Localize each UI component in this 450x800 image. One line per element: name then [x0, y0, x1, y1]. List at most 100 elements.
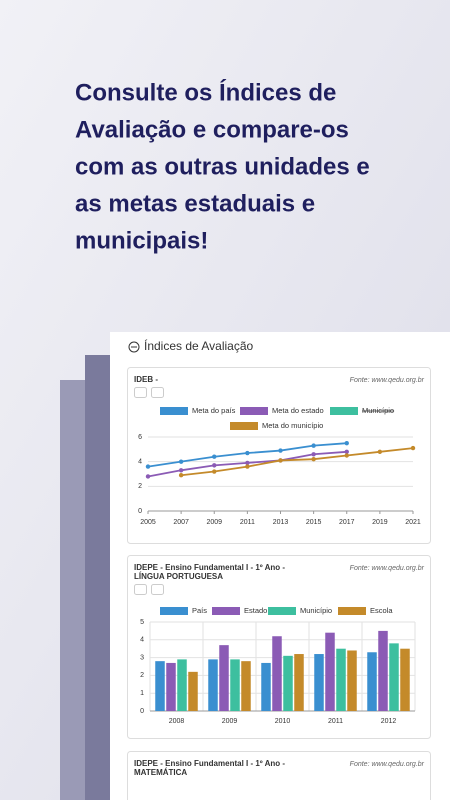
y-tick-label: 5 — [140, 619, 144, 626]
card-source: Fonte: www.qedu.org.br — [350, 377, 425, 384]
headline-line: municipais! — [75, 227, 208, 254]
legend-label[interactable]: Escola — [370, 606, 393, 615]
point — [344, 453, 349, 458]
x-tick-label: 2009 — [206, 519, 222, 526]
legend-label[interactable]: Meta do município — [262, 421, 323, 430]
headline-line: com as outras unidades e — [75, 153, 370, 180]
legend-label[interactable]: Estado — [244, 606, 267, 615]
collapse-icon[interactable] — [128, 341, 140, 353]
point — [212, 463, 217, 468]
point — [344, 449, 349, 454]
bar — [347, 650, 357, 711]
bar — [314, 654, 324, 711]
legend-swatch — [268, 607, 296, 615]
headline-line: Avaliação e compare-os — [75, 116, 349, 143]
chart-button[interactable] — [134, 387, 147, 398]
y-tick-label: 4 — [138, 459, 142, 466]
point — [245, 464, 250, 469]
chart-button[interactable] — [134, 584, 147, 595]
x-tick-label: 2011 — [240, 519, 255, 526]
y-tick-label: 6 — [138, 434, 142, 441]
bar — [230, 659, 240, 711]
bar — [378, 630, 388, 711]
x-tick-label: 2010 — [275, 718, 291, 725]
panel-title: Índices de Avaliação — [144, 338, 254, 353]
point — [212, 454, 217, 459]
point — [178, 473, 184, 478]
legend-swatch — [240, 407, 268, 415]
legend-swatch — [212, 607, 240, 615]
y-tick-label: 0 — [138, 508, 142, 515]
bar — [219, 645, 229, 711]
x-tick-label: 2005 — [140, 519, 156, 526]
point — [311, 443, 316, 448]
point — [278, 448, 283, 453]
legend-label[interactable]: País — [192, 606, 207, 615]
legend-label[interactable]: Meta do país — [192, 406, 236, 415]
point — [245, 450, 250, 456]
card-title: IDEPE - Ensino Fundamental I - 1º Ano - … — [134, 759, 287, 777]
bar — [389, 643, 399, 711]
legend-swatch — [330, 407, 358, 415]
x-tick-label: 2021 — [405, 519, 421, 526]
point — [178, 459, 184, 464]
bar — [241, 661, 251, 711]
card-title: IDEPE - Ensino Fundamental I - 1º Ano - … — [134, 563, 287, 581]
bar — [166, 662, 176, 711]
card-source: Fonte: www.qedu.org.br — [350, 761, 425, 768]
bar — [208, 659, 218, 711]
legend-label[interactable]: Meta do estado — [272, 406, 324, 415]
point — [212, 469, 217, 474]
y-tick-label: 3 — [140, 654, 144, 661]
bar — [367, 652, 377, 711]
y-tick-label: 2 — [138, 483, 142, 490]
point — [377, 449, 383, 454]
chart-button[interactable] — [151, 584, 164, 595]
bar — [294, 654, 304, 711]
point — [410, 445, 416, 451]
legend-label[interactable]: Município — [300, 606, 332, 615]
point — [311, 457, 316, 462]
line — [181, 447, 414, 477]
x-tick-label: 2011 — [328, 718, 343, 725]
headline: Consulte os Índices de Avaliação e compa… — [75, 78, 370, 254]
legend-swatch — [160, 607, 188, 615]
card-source: Fonte: www.qedu.org.br — [350, 565, 425, 572]
point — [311, 452, 316, 457]
x-tick-label: 2019 — [372, 519, 388, 526]
y-tick-label: 1 — [140, 690, 144, 697]
bar — [155, 661, 165, 711]
headline-line: Consulte os Índices de — [75, 78, 336, 106]
bar — [400, 648, 410, 711]
y-tick-label: 0 — [140, 708, 144, 715]
point — [178, 468, 184, 473]
x-tick-label: 2008 — [169, 718, 185, 725]
bar — [177, 659, 187, 711]
x-tick-label: 2012 — [381, 718, 397, 725]
bar — [261, 662, 271, 711]
x-tick-label: 2017 — [339, 519, 355, 526]
legend-swatch — [338, 607, 366, 615]
legend-label[interactable]: Município — [362, 406, 394, 415]
headline-line: as metas estaduais e — [75, 190, 315, 217]
card — [127, 751, 431, 800]
point — [145, 474, 151, 479]
bar — [325, 632, 335, 711]
bar — [283, 655, 293, 711]
x-tick-label: 2013 — [273, 519, 289, 526]
y-tick-label: 4 — [140, 637, 144, 644]
bar — [336, 648, 346, 711]
bar — [188, 671, 198, 711]
point — [145, 464, 151, 469]
x-tick-label: 2015 — [306, 519, 322, 526]
point — [278, 458, 283, 463]
point — [245, 460, 250, 466]
bar — [272, 636, 282, 711]
legend-swatch — [160, 407, 188, 415]
point — [344, 440, 349, 446]
chart-button[interactable] — [151, 387, 164, 398]
card — [127, 367, 431, 544]
legend-swatch — [230, 422, 258, 430]
y-tick-label: 2 — [140, 672, 144, 679]
x-tick-label: 2007 — [173, 519, 189, 526]
